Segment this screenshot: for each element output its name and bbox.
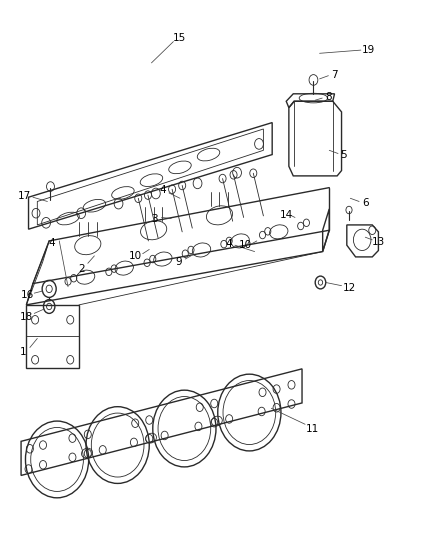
Text: 18: 18 — [20, 312, 33, 321]
Text: 4: 4 — [224, 239, 231, 248]
Text: 11: 11 — [305, 424, 318, 433]
Text: 17: 17 — [18, 191, 31, 200]
Text: 10: 10 — [238, 240, 251, 250]
Text: 15: 15 — [172, 34, 185, 43]
Text: 16: 16 — [21, 290, 34, 300]
Text: 4: 4 — [48, 238, 55, 247]
Text: 6: 6 — [361, 198, 368, 207]
Text: 9: 9 — [175, 257, 182, 267]
Text: 13: 13 — [371, 237, 384, 247]
Text: 12: 12 — [342, 283, 355, 293]
Text: 4: 4 — [159, 185, 166, 195]
Text: 3: 3 — [151, 214, 158, 223]
Text: 1: 1 — [19, 347, 26, 357]
Text: 19: 19 — [361, 45, 374, 55]
Text: 2: 2 — [78, 264, 85, 273]
Text: 5: 5 — [339, 150, 346, 159]
Text: 10: 10 — [128, 251, 141, 261]
Text: 8: 8 — [324, 92, 331, 102]
Text: 7: 7 — [330, 70, 337, 79]
Text: 14: 14 — [279, 211, 292, 220]
